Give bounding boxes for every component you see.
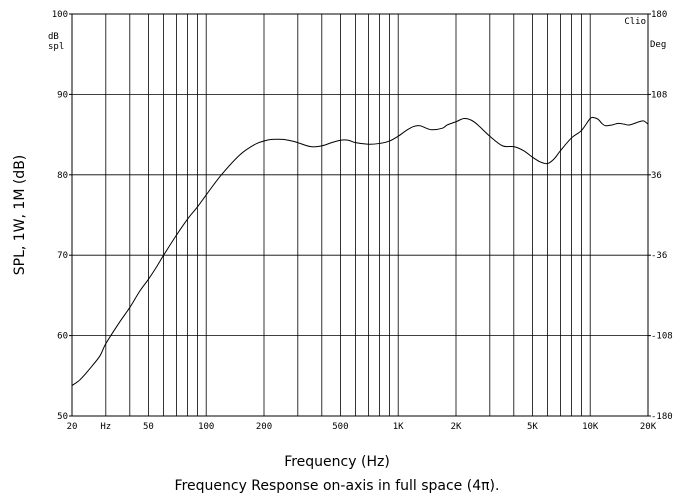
- y-tick-label: 60: [57, 332, 68, 342]
- x-tick-label: 5K: [527, 422, 538, 432]
- frequency-response-chart: 50 60 70 80 90 100 180 108 36 -36 -108 -180 20 Hz 50 10…: [12, 10, 673, 432]
- y-tick-label: 80: [57, 171, 68, 181]
- grid-lines: [72, 14, 648, 416]
- tick-labels: 50 60 70 80 90 100 180 108 36 -36 -108 -180 20 Hz 50 10…: [52, 10, 673, 432]
- x-tick-label: 500: [332, 422, 348, 432]
- y2-tick-label: 108: [651, 90, 667, 100]
- plot-background: [72, 14, 648, 416]
- y-tick-label: 100: [52, 10, 68, 20]
- y2-tick-label: 180: [651, 10, 667, 20]
- x-tick-label: 2K: [451, 422, 462, 432]
- watermark-label: Clio: [624, 17, 646, 27]
- y-tick-label: 90: [57, 90, 68, 100]
- x-tick-label: 100: [198, 422, 214, 432]
- y2-tick-label: -180: [651, 412, 673, 422]
- y2-tick-label: 36: [651, 171, 662, 181]
- y2-tick-label: -36: [651, 251, 667, 261]
- spl-response-curve: [71, 116, 649, 386]
- y-unit-label-line1: dB: [48, 32, 59, 42]
- x-tick-label: Hz: [100, 422, 111, 432]
- x-tick-label: 10K: [582, 422, 599, 432]
- x-tick-label: 200: [256, 422, 272, 432]
- y2-tick-label: -108: [651, 332, 673, 342]
- figure-caption: Frequency Response on-axis in full space…: [174, 478, 500, 494]
- y2-unit-label: Deg: [650, 40, 666, 50]
- x-tick-label: 1K: [393, 422, 404, 432]
- y-tick-label: 70: [57, 251, 68, 261]
- curve-layer: [71, 116, 649, 386]
- y-unit-label-line2: spl: [48, 42, 64, 52]
- x-tick-label: 50: [143, 422, 154, 432]
- x-tick-label: 20: [67, 422, 78, 432]
- y-tick-label: 50: [57, 412, 68, 422]
- x-tick-label: 20K: [640, 422, 657, 432]
- x-axis-label: Frequency (Hz): [284, 454, 390, 470]
- y-axis-label: SPL, 1W, 1M (dB): [12, 155, 28, 276]
- plot-frame: [71, 13, 649, 417]
